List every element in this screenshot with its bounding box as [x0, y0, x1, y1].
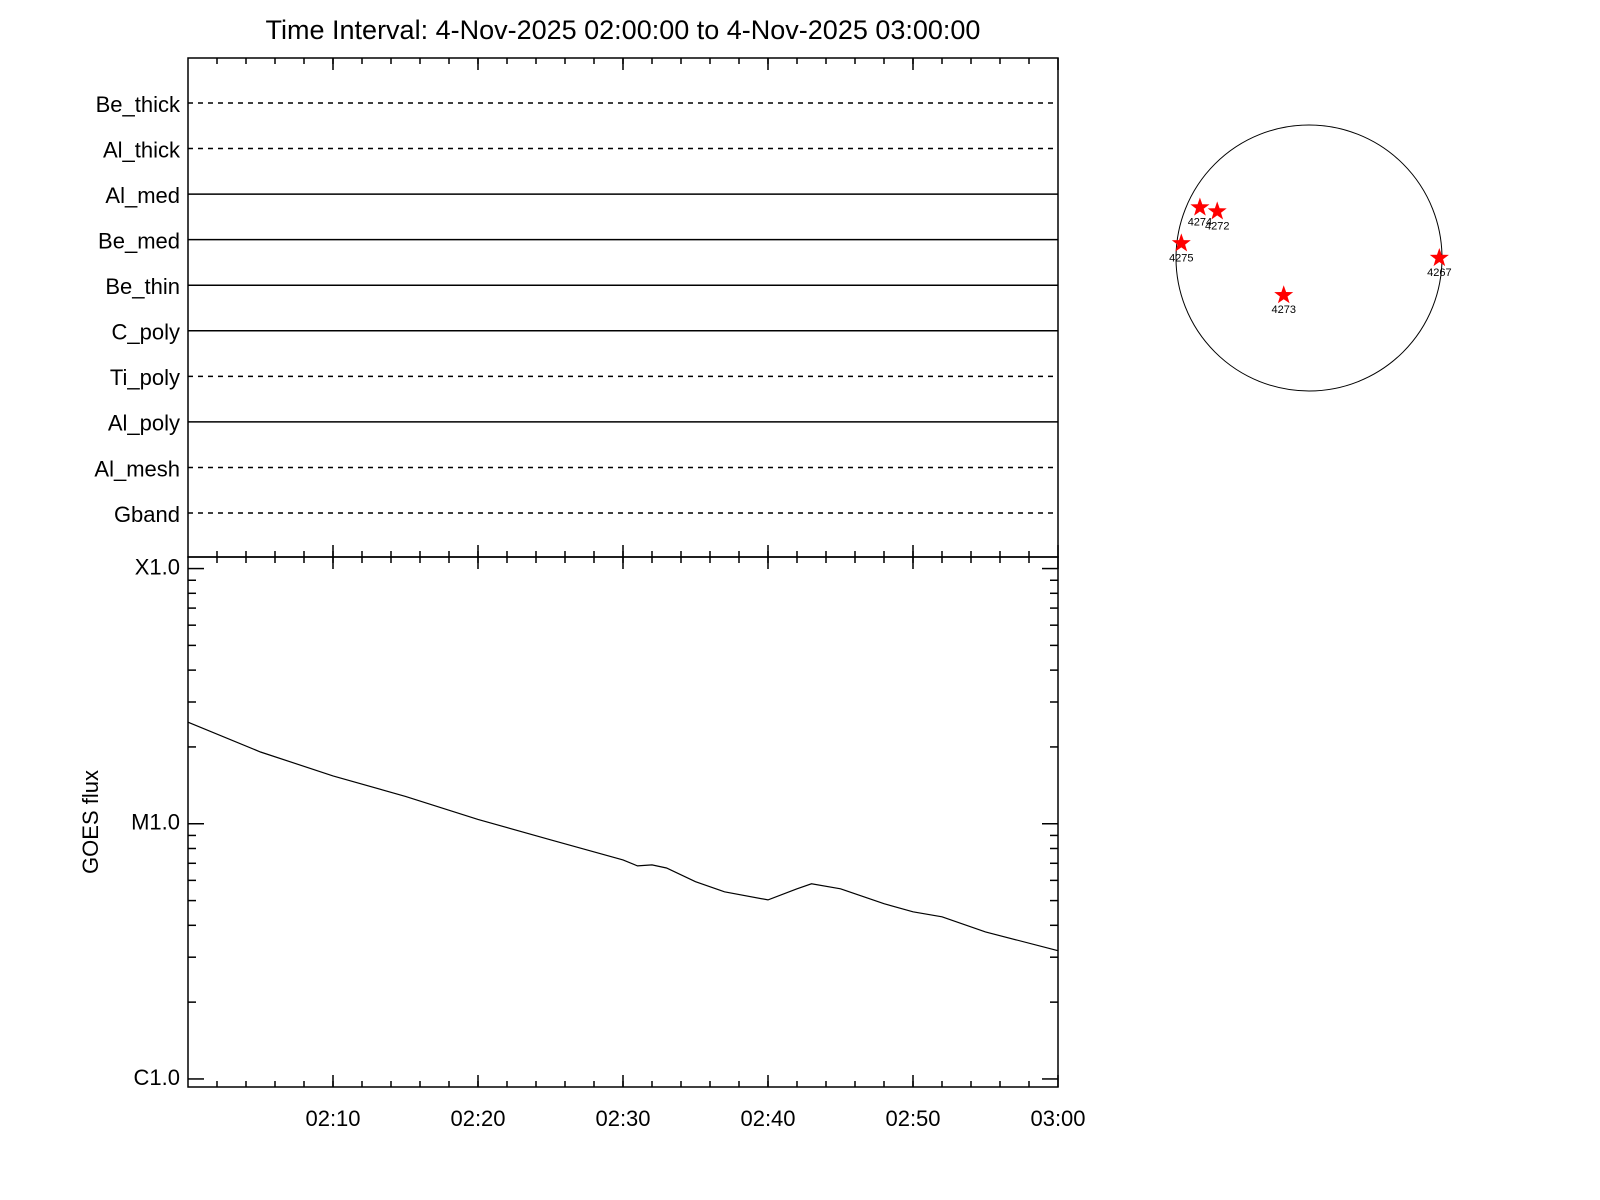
- panel-frame: [187, 57, 1059, 558]
- panel-frame: [187, 556, 1059, 1088]
- region-marker: [1429, 248, 1449, 267]
- y-tick-label: M1.0: [131, 810, 180, 835]
- flux-line: [187, 721, 1059, 952]
- filter-label: Be_thick: [96, 92, 181, 117]
- filter-label: Al_poly: [108, 411, 180, 436]
- region-marker: [1190, 197, 1210, 216]
- chart-title: Time Interval: 4-Nov-2025 02:00:00 to 4-…: [266, 15, 981, 45]
- x-tick-label: 02:30: [595, 1106, 650, 1131]
- x-tick-label: 03:00: [1030, 1106, 1085, 1131]
- region-label: 4272: [1205, 220, 1229, 232]
- region-label: 4273: [1271, 304, 1295, 316]
- filter-label: Be_thin: [105, 274, 180, 299]
- y-tick-label: C1.0: [134, 1065, 180, 1090]
- filter-label: Be_med: [98, 228, 180, 253]
- filter-label: Al_med: [105, 183, 180, 208]
- region-marker: [1274, 285, 1294, 304]
- filter-label: Al_thick: [103, 137, 181, 162]
- x-tick-label: 02:40: [740, 1106, 795, 1131]
- y-tick-label: X1.0: [135, 554, 180, 579]
- region-label: 4267: [1427, 267, 1451, 279]
- solar-disk: [1175, 124, 1443, 392]
- x-tick-label: 02:20: [450, 1106, 505, 1131]
- filter-label: Ti_poly: [110, 365, 180, 390]
- region-marker: [1207, 201, 1227, 220]
- region-label: 4274: [1188, 216, 1212, 228]
- filter-label: C_poly: [112, 320, 180, 345]
- region-label: 4275: [1169, 252, 1193, 264]
- filter-label: Al_mesh: [94, 456, 180, 481]
- region-marker: [1171, 233, 1191, 252]
- y-axis-label: GOES flux: [78, 770, 103, 874]
- x-tick-label: 02:50: [885, 1106, 940, 1131]
- filter-label: Gband: [114, 502, 180, 527]
- x-tick-label: 02:10: [305, 1106, 360, 1131]
